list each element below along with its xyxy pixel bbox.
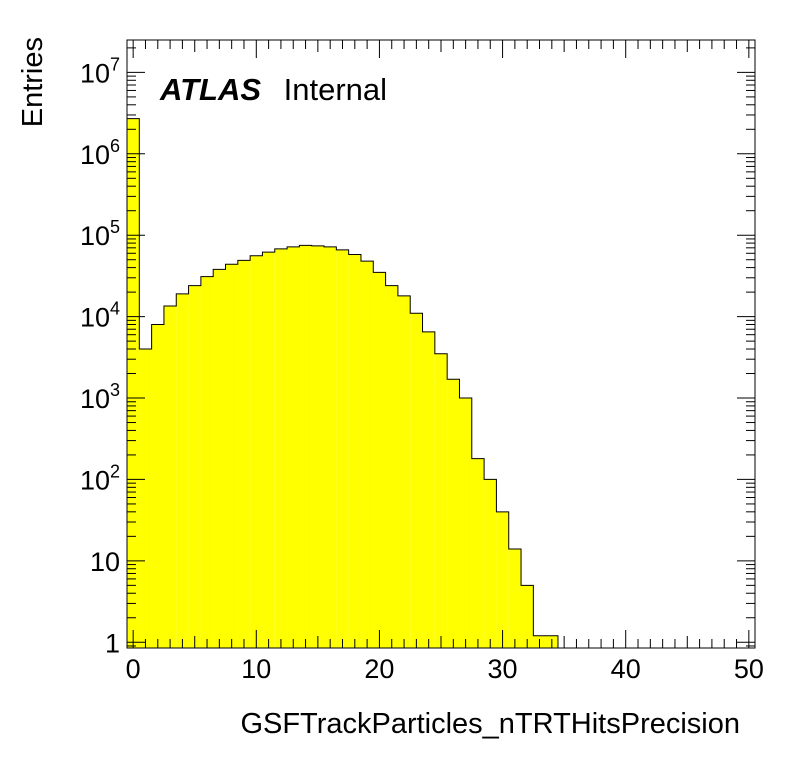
histogram-bar [360, 261, 374, 648]
histogram-bar [410, 313, 423, 648]
x-tick-labels: 0 10 20 30 40 50 [126, 654, 764, 684]
histogram-bar [262, 252, 275, 648]
y-tick-labels: 1 10 102 103 104 105 106 107 [80, 54, 120, 658]
histogram-bar [422, 331, 435, 648]
y-tick-label: 104 [80, 299, 120, 333]
histogram-bar [385, 285, 398, 648]
y-tick-label: 107 [80, 54, 120, 88]
histogram-bar [311, 245, 325, 648]
histogram-bar [200, 276, 214, 648]
x-tick-label: 30 [488, 654, 518, 684]
y-axis-label: Entries [17, 37, 49, 127]
histogram-bar [287, 246, 300, 649]
y-tick-label: 106 [80, 136, 120, 170]
x-tick-label: 10 [241, 654, 271, 684]
histogram-bar [188, 285, 201, 648]
x-tick-label: 40 [611, 654, 641, 684]
histogram-bar [484, 479, 497, 648]
atlas-label-bold: ATLAS [159, 72, 261, 107]
histogram-bar [434, 353, 448, 648]
histogram-bar [373, 272, 386, 648]
histogram-bar [213, 269, 226, 648]
y-tick-label: 10 [90, 547, 120, 577]
histogram-bar [336, 249, 349, 648]
histogram-bar [127, 118, 140, 648]
histogram-bar [274, 248, 288, 648]
histogram-bar [496, 511, 509, 648]
histogram-bar [348, 254, 361, 648]
histogram-bar [299, 245, 312, 648]
histogram-bar [139, 349, 152, 648]
histogram-bar [225, 264, 238, 648]
x-tick-label: 20 [364, 654, 394, 684]
atlas-label-normal: Internal [284, 72, 387, 107]
x-axis-label: GSFTrackParticles_nTRTHitsPrecision [240, 708, 740, 740]
histogram-bar [237, 260, 251, 648]
histogram-bar [471, 458, 485, 648]
histogram-bar [324, 246, 337, 649]
histogram-bar [508, 548, 522, 648]
atlas-label: ATLAS Internal [159, 72, 387, 107]
histogram-bar [163, 306, 177, 648]
histogram-bar [176, 293, 189, 648]
histogram-outline [126, 118, 559, 648]
axis-ticks [127, 40, 755, 648]
histogram-bars [127, 118, 558, 649]
x-tick-label: 0 [126, 654, 141, 684]
histogram-bar [397, 295, 411, 648]
y-tick-label: 105 [80, 217, 120, 251]
y-tick-label: 1 [105, 628, 120, 658]
x-tick-label: 50 [734, 654, 764, 684]
histogram-bar [151, 324, 164, 648]
y-tick-label: 103 [80, 380, 120, 414]
histogram-bar [250, 255, 263, 648]
histogram-bar [521, 585, 534, 648]
histogram-bar [459, 398, 472, 648]
y-tick-label: 102 [80, 461, 120, 495]
histogram-bar [447, 379, 460, 648]
